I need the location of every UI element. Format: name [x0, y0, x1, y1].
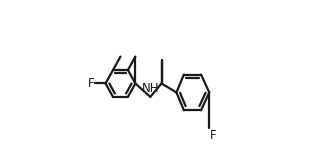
Text: NH: NH — [141, 82, 159, 95]
Text: F: F — [210, 129, 217, 142]
Text: F: F — [88, 77, 94, 90]
